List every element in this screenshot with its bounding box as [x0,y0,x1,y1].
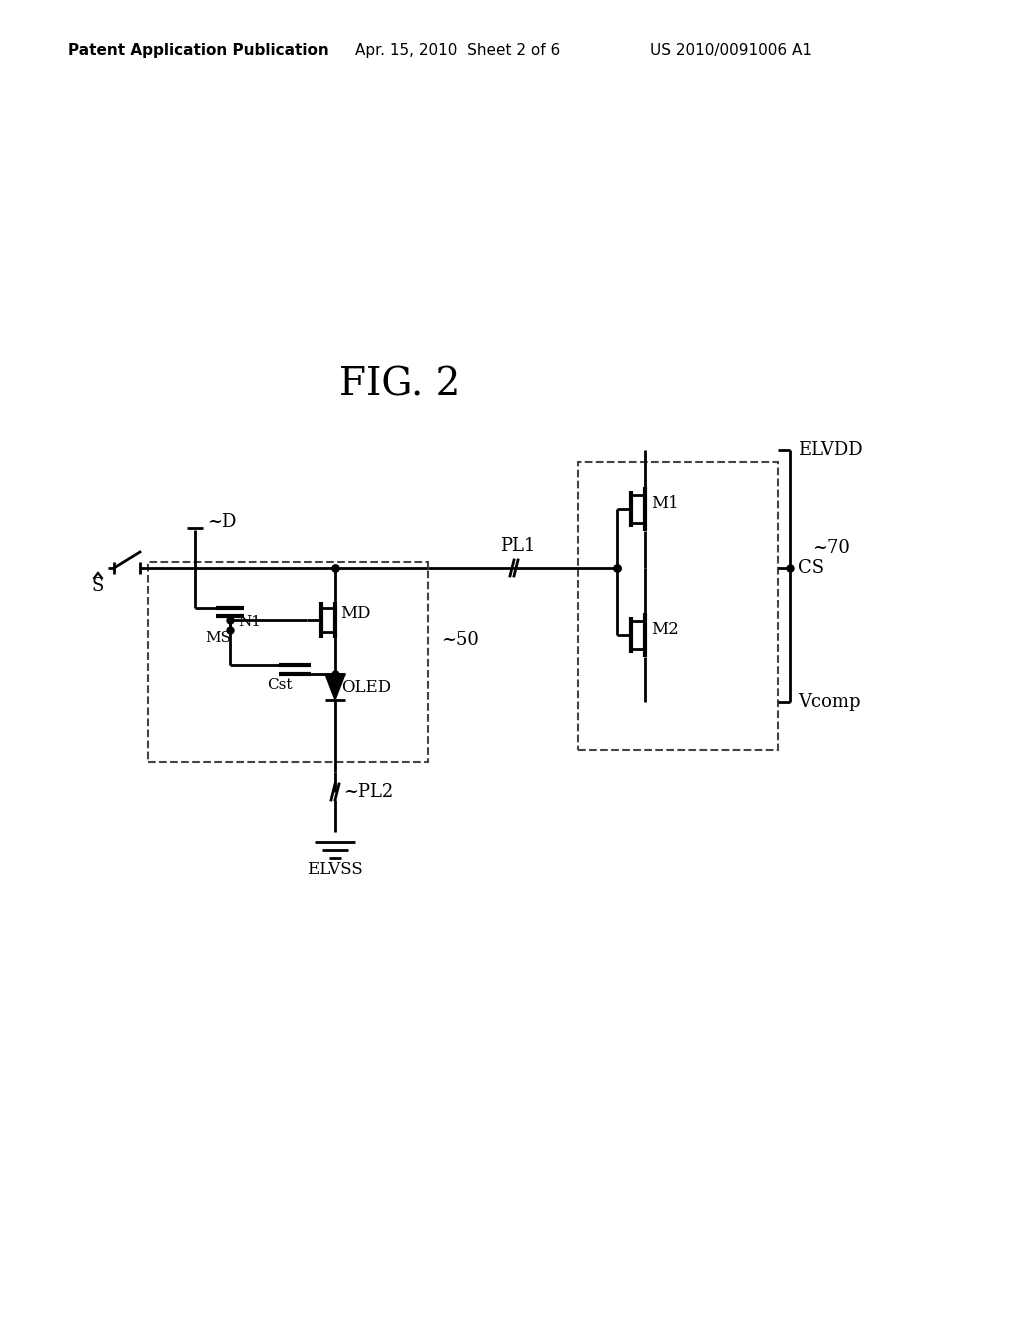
Text: ~PL2: ~PL2 [343,783,393,801]
Text: OLED: OLED [341,678,391,696]
Text: US 2010/0091006 A1: US 2010/0091006 A1 [650,42,812,58]
Text: CS: CS [798,558,824,577]
Text: Vcomp: Vcomp [798,693,860,711]
Text: ~50: ~50 [441,631,479,649]
Text: ~D: ~D [207,513,237,531]
Text: Cst: Cst [267,678,293,692]
Polygon shape [325,675,345,700]
Text: M2: M2 [651,620,679,638]
Text: MD: MD [340,606,371,623]
Bar [148,562,428,762]
Text: N1: N1 [238,615,261,630]
Text: PL1: PL1 [501,537,536,554]
Text: ~70: ~70 [812,539,850,557]
Text: ELVDD: ELVDD [798,441,862,459]
Text: S: S [92,577,104,595]
Text: Patent Application Publication: Patent Application Publication [68,42,329,58]
Bar [578,462,778,750]
Text: M1: M1 [651,495,679,511]
Text: MS: MS [205,631,231,645]
Text: Apr. 15, 2010  Sheet 2 of 6: Apr. 15, 2010 Sheet 2 of 6 [355,42,560,58]
Text: FIG. 2: FIG. 2 [339,367,461,404]
Text: ELVSS: ELVSS [307,862,362,879]
